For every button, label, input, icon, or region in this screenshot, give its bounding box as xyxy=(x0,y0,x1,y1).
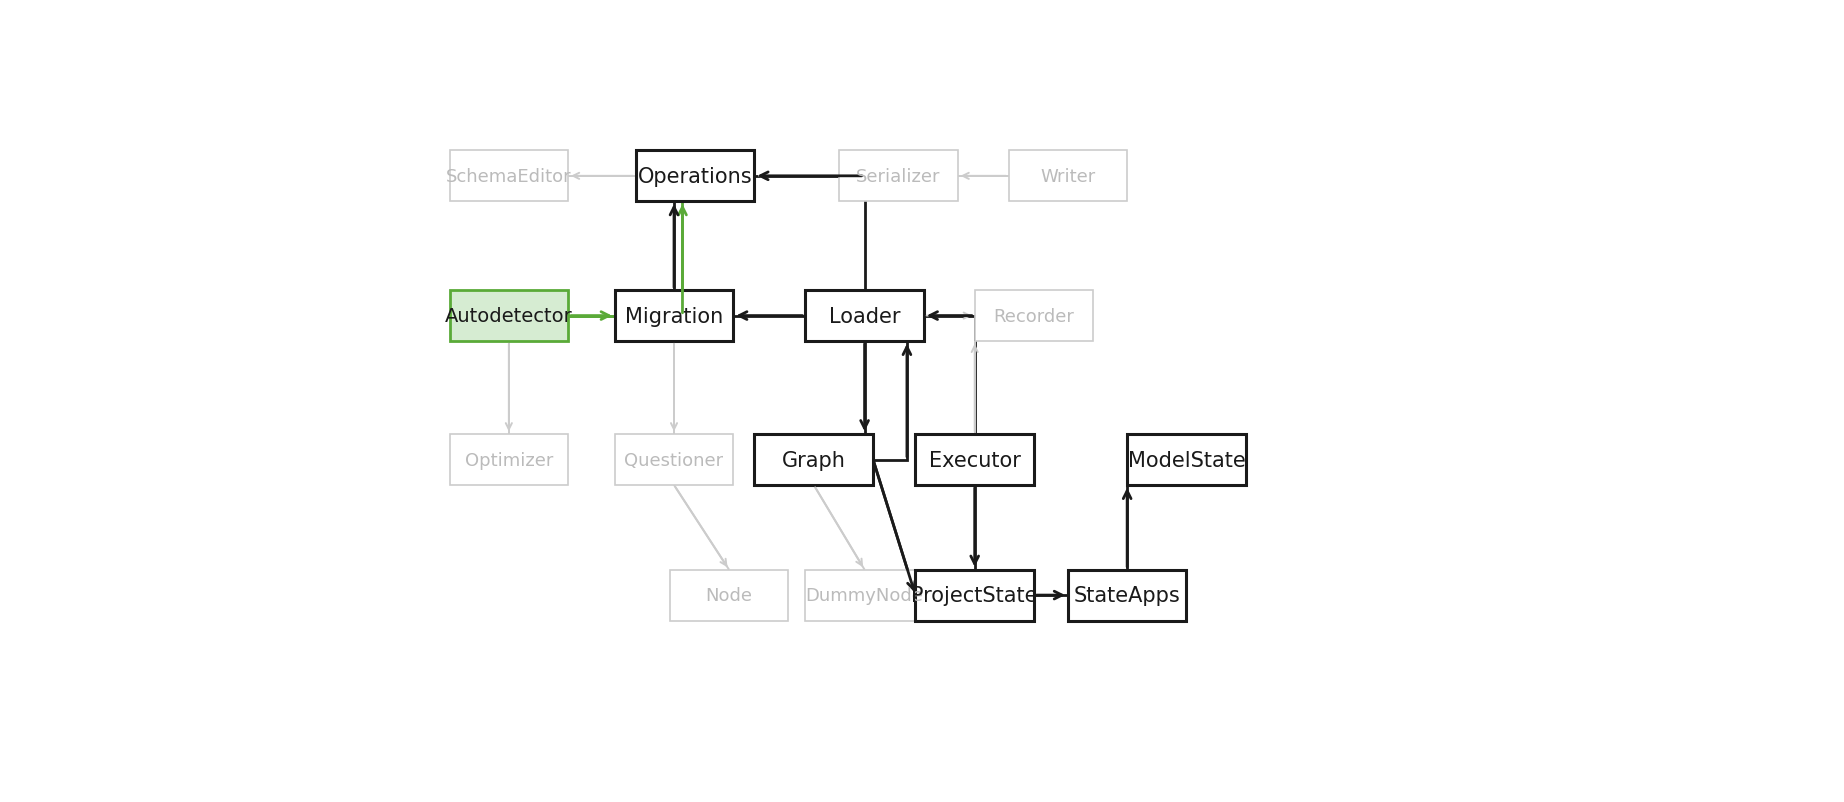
Bar xyxy=(614,291,734,342)
Bar xyxy=(450,291,568,342)
Text: StateApps: StateApps xyxy=(1073,585,1180,606)
Bar xyxy=(614,435,734,485)
Text: Recorder: Recorder xyxy=(994,307,1075,325)
Bar xyxy=(806,570,924,621)
Bar xyxy=(450,435,568,485)
Bar xyxy=(975,291,1093,342)
Bar xyxy=(636,152,754,202)
Bar xyxy=(839,152,957,202)
Text: ProjectState: ProjectState xyxy=(911,585,1038,606)
Bar xyxy=(806,291,924,342)
Bar xyxy=(1009,152,1127,202)
Bar xyxy=(915,435,1034,485)
Text: Graph: Graph xyxy=(782,450,846,470)
Bar xyxy=(1127,435,1247,485)
Bar xyxy=(669,570,789,621)
Text: Autodetector: Autodetector xyxy=(444,306,573,326)
Text: Serializer: Serializer xyxy=(856,168,940,185)
Bar xyxy=(450,152,568,202)
Text: Loader: Loader xyxy=(828,306,900,326)
Text: SchemaEditor: SchemaEditor xyxy=(446,168,572,185)
Bar xyxy=(1068,570,1186,621)
Text: Operations: Operations xyxy=(638,167,752,187)
Text: Node: Node xyxy=(706,586,752,605)
Text: Questioner: Questioner xyxy=(625,451,723,469)
Bar xyxy=(754,435,872,485)
Text: ModelState: ModelState xyxy=(1127,450,1245,470)
Text: Migration: Migration xyxy=(625,306,723,326)
Text: Optimizer: Optimizer xyxy=(465,451,553,469)
Bar xyxy=(915,570,1034,621)
Text: Executor: Executor xyxy=(929,450,1020,470)
Text: DummyNode: DummyNode xyxy=(806,586,924,605)
Text: Writer: Writer xyxy=(1040,168,1095,185)
